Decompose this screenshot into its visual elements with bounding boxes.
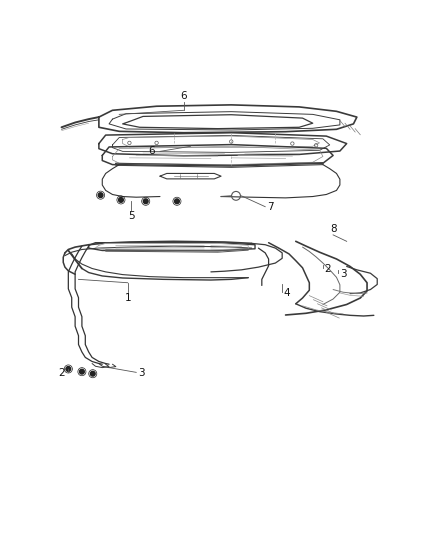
- Circle shape: [66, 367, 71, 372]
- Text: 3: 3: [340, 269, 346, 279]
- Text: 5: 5: [128, 211, 134, 221]
- Text: 1: 1: [124, 293, 131, 303]
- Text: 3: 3: [138, 368, 145, 378]
- Circle shape: [80, 369, 84, 374]
- Text: 4: 4: [284, 288, 290, 298]
- Text: 6: 6: [148, 147, 155, 156]
- Circle shape: [143, 199, 148, 204]
- Text: 2: 2: [325, 264, 331, 274]
- Circle shape: [90, 372, 95, 376]
- Text: 6: 6: [180, 92, 187, 101]
- Text: 2: 2: [58, 368, 65, 378]
- Text: 8: 8: [330, 224, 336, 234]
- Text: 7: 7: [267, 203, 274, 212]
- Circle shape: [119, 198, 124, 203]
- Circle shape: [98, 193, 103, 198]
- Circle shape: [175, 199, 179, 204]
